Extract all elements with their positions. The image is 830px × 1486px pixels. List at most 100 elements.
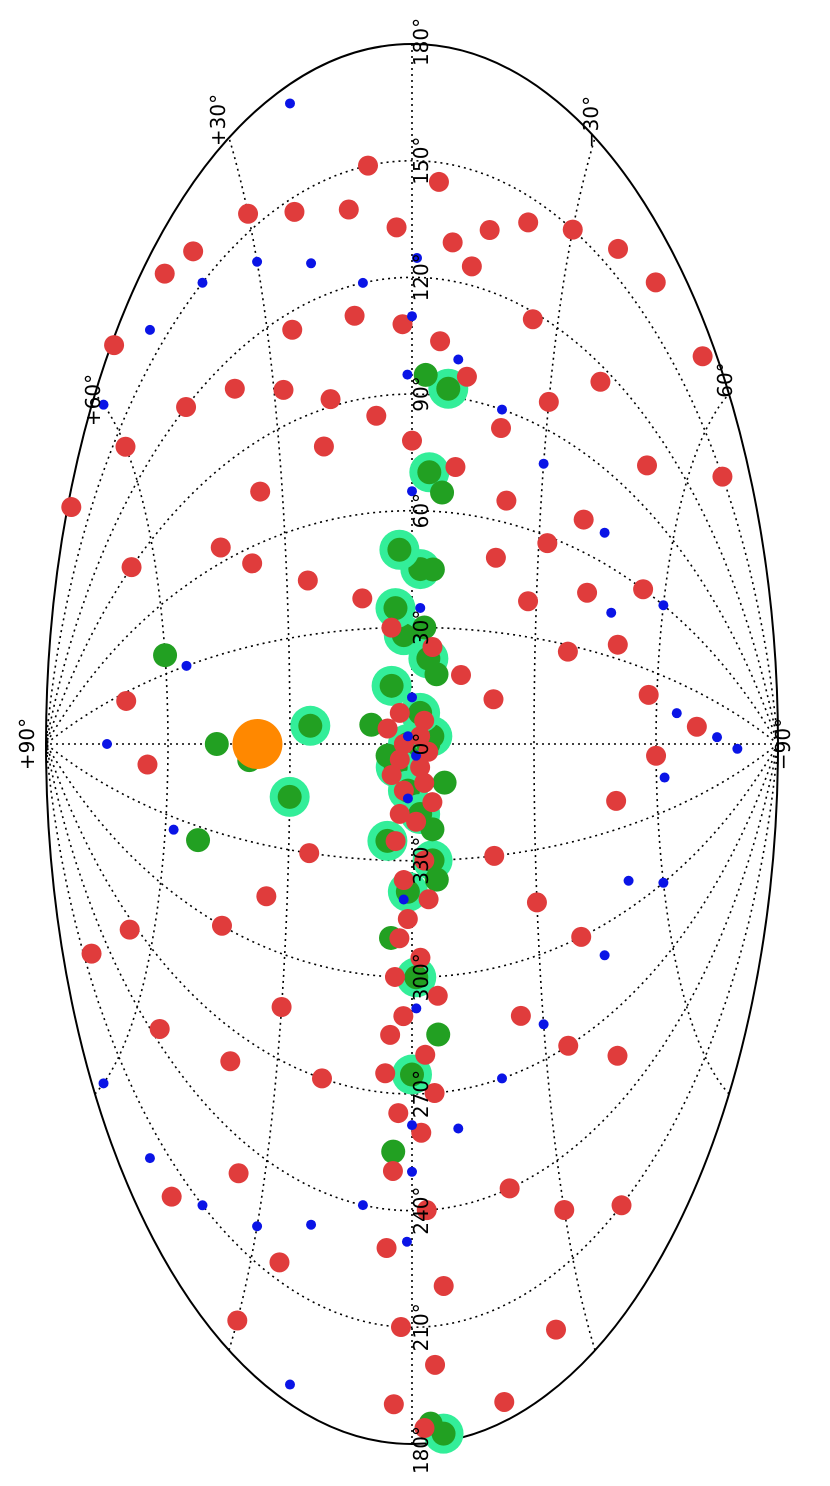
- source-marker-blue: [401, 1236, 412, 1247]
- source-marker-red: [320, 389, 341, 410]
- source-marker-red: [554, 1199, 575, 1220]
- source-marker-blue: [402, 793, 413, 804]
- source-marker-blue: [252, 1221, 263, 1232]
- parallel-line: [94, 393, 169, 1095]
- source-marker-blue: [497, 1073, 508, 1084]
- longitude-tick-label: 60°: [409, 493, 433, 528]
- longitude-tick-label: 150°: [409, 137, 433, 185]
- source-marker-red: [494, 1391, 515, 1412]
- source-marker-blue: [402, 369, 413, 380]
- source-marker-red: [389, 749, 410, 770]
- source-marker-red: [538, 391, 559, 412]
- source-marker-red: [380, 1024, 401, 1045]
- source-marker-red: [121, 557, 142, 578]
- source-marker-red: [428, 171, 449, 192]
- source-marker-blue: [144, 324, 155, 335]
- source-marker-green: [412, 615, 437, 640]
- source-marker-red: [418, 889, 439, 910]
- source-marker-red: [606, 790, 627, 811]
- source-marker-blue: [407, 1166, 417, 1177]
- source-marker-red: [220, 1051, 241, 1072]
- parallel-line: [533, 137, 596, 1351]
- source-marker-red: [485, 547, 506, 568]
- source-marker-blue: [411, 750, 422, 761]
- source-marker-blue: [284, 98, 295, 109]
- source-marker-red: [238, 203, 259, 224]
- source-marker-red: [250, 481, 271, 502]
- source-marker-red: [427, 985, 448, 1006]
- source-marker-red: [692, 346, 713, 367]
- source-marker-blue: [407, 486, 417, 497]
- source-marker-red: [284, 201, 305, 222]
- source-marker-red: [499, 1178, 520, 1199]
- parallel-line: [655, 393, 730, 1095]
- source-marker-green: [424, 662, 449, 687]
- source-marker-light-green-core: [387, 537, 412, 562]
- source-marker-red: [297, 570, 318, 591]
- source-marker-red: [137, 754, 158, 775]
- source-marker-red: [638, 684, 659, 705]
- source-marker-red: [299, 843, 320, 864]
- source-marker-red: [425, 1354, 446, 1375]
- source-marker-red: [352, 588, 373, 609]
- longitude-tick-label: 180°: [409, 18, 433, 66]
- latitude-tick-label: +90°: [15, 718, 39, 770]
- meridian-line: [45, 159, 779, 745]
- longitude-tick-label: 0°: [409, 733, 433, 756]
- source-marker-red: [410, 726, 431, 747]
- source-marker-red: [410, 947, 431, 968]
- source-marker-green: [432, 770, 457, 795]
- source-marker-green: [424, 867, 449, 892]
- source-marker-green: [430, 480, 455, 505]
- source-marker-red: [590, 371, 611, 392]
- longitude-tick-label: 90°: [409, 376, 433, 411]
- source-marker-blue: [357, 277, 368, 288]
- source-marker-red: [382, 1160, 403, 1181]
- source-marker-blue: [411, 1003, 422, 1014]
- source-marker-blue: [252, 256, 263, 267]
- source-marker-red: [61, 497, 82, 518]
- source-marker-red: [116, 690, 137, 711]
- source-marker-green: [359, 712, 384, 737]
- source-marker-red: [385, 831, 406, 852]
- source-marker-blue: [402, 731, 413, 742]
- source-marker-red: [577, 582, 598, 603]
- source-marker-red: [410, 757, 431, 778]
- source-marker-red: [422, 792, 443, 813]
- source-marker-red: [393, 870, 414, 891]
- longitude-tick-label: 210°: [409, 1303, 433, 1351]
- source-marker-light-green-core: [277, 784, 302, 809]
- source-marker-red: [637, 455, 658, 476]
- source-marker-red: [104, 335, 125, 356]
- latitude-tick-label: 60°: [713, 362, 737, 397]
- source-marker-blue: [623, 875, 634, 886]
- source-marker-red: [375, 1063, 396, 1084]
- source-marker-blue: [102, 739, 112, 749]
- source-marker-red: [381, 617, 402, 638]
- source-marker-red: [366, 405, 387, 426]
- source-marker-red: [483, 689, 504, 710]
- source-marker-red: [422, 637, 443, 658]
- source-marker-blue: [181, 660, 192, 671]
- source-marker-red: [388, 1103, 409, 1124]
- source-marker-blue: [497, 404, 508, 415]
- source-marker-red: [115, 436, 136, 457]
- source-marker-red: [376, 1238, 397, 1259]
- source-marker-red: [645, 272, 666, 293]
- parallel-line: [228, 137, 291, 1351]
- source-marker-blue: [659, 772, 670, 783]
- source-marker-blue: [407, 692, 417, 703]
- source-marker-blue: [599, 950, 610, 961]
- source-marker-red: [406, 811, 427, 832]
- source-marker-red: [377, 718, 398, 739]
- source-marker-green: [420, 817, 445, 842]
- latitude-tick-label: −90°: [771, 718, 795, 770]
- source-marker-blue: [284, 1379, 295, 1390]
- source-marker-red: [381, 765, 402, 786]
- source-marker-green: [204, 732, 229, 756]
- source-marker-blue: [357, 1200, 368, 1211]
- source-marker-red: [607, 634, 628, 655]
- source-marker-red: [389, 803, 410, 824]
- source-marker-red: [414, 1418, 435, 1439]
